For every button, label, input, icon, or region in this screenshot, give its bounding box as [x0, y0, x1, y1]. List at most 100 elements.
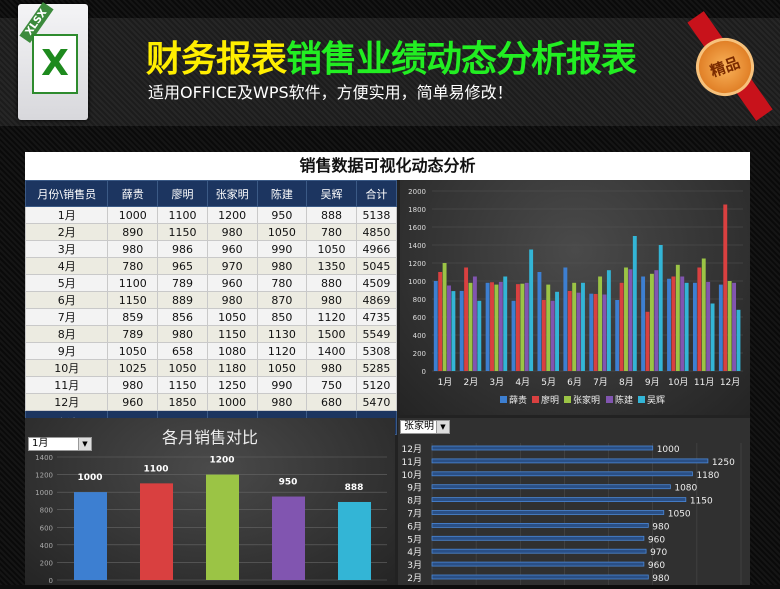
table-cell[interactable]: 850 [256, 308, 308, 326]
y-tick-label: 2000 [408, 188, 426, 196]
table-cell[interactable]: 980 [306, 291, 357, 309]
table-cell[interactable]: 1250 [206, 376, 258, 394]
table-cell[interactable]: 680 [306, 393, 357, 411]
table-cell[interactable]: 960 [107, 393, 159, 411]
table-cell[interactable]: 970 [206, 257, 258, 275]
y-tick-label: 5月 [407, 534, 422, 545]
table-cell[interactable]: 870 [256, 291, 308, 309]
table-cell[interactable]: 789 [157, 274, 208, 292]
table-cell[interactable]: 750 [306, 376, 357, 394]
table-cell[interactable]: 9月 [24, 342, 109, 360]
y-tick-label: 1400 [35, 454, 53, 462]
table-cell[interactable]: 11月 [24, 376, 109, 394]
table-cell[interactable]: 856 [157, 308, 208, 326]
table-cell[interactable]: 10月 [24, 359, 109, 377]
table-cell[interactable]: 1050 [157, 359, 208, 377]
table-cell[interactable]: 889 [157, 291, 208, 309]
table-cell[interactable]: 4850 [355, 223, 398, 241]
table-cell[interactable]: 4966 [355, 240, 398, 258]
table-cell[interactable]: 1180 [206, 359, 258, 377]
table-cell[interactable]: 1050 [107, 342, 159, 360]
table-cell[interactable]: 1120 [256, 342, 308, 360]
table-cell[interactable]: 1350 [306, 257, 357, 275]
table-cell[interactable]: 1400 [306, 342, 357, 360]
table-cell[interactable]: 5120 [355, 376, 398, 394]
month-select[interactable]: 1月 ▼ [28, 437, 92, 451]
table-cell[interactable]: 1150 [107, 291, 159, 309]
table-cell[interactable]: 780 [306, 223, 357, 241]
table-cell[interactable]: 4869 [355, 291, 398, 309]
table-cell[interactable]: 980 [157, 325, 208, 343]
table-cell[interactable]: 1150 [157, 376, 208, 394]
y-tick-label: 400 [413, 332, 426, 340]
table-cell[interactable]: 1150 [157, 223, 208, 241]
bar-廖明-1月 [438, 272, 443, 371]
table-cell[interactable]: 980 [206, 223, 258, 241]
table-cell[interactable]: 5285 [355, 359, 398, 377]
table-cell[interactable]: 6月 [24, 291, 109, 309]
table-cell[interactable]: 1050 [206, 308, 258, 326]
table-cell[interactable]: 960 [206, 274, 258, 292]
table-cell[interactable]: 5045 [355, 257, 398, 275]
table-cell[interactable]: 5月 [24, 274, 109, 292]
column-header: 合计 [355, 180, 398, 207]
table-cell[interactable]: 986 [157, 240, 208, 258]
table-cell[interactable]: 980 [306, 359, 357, 377]
table-cell[interactable]: 1000 [107, 206, 159, 224]
table-cell[interactable]: 1500 [306, 325, 357, 343]
table-cell[interactable]: 1850 [157, 393, 208, 411]
table-cell[interactable]: 1130 [256, 325, 308, 343]
table-cell[interactable]: 5549 [355, 325, 398, 343]
dropdown-arrow-icon[interactable]: ▼ [436, 421, 449, 433]
table-cell[interactable]: 1080 [206, 342, 258, 360]
table-cell[interactable]: 789 [107, 325, 159, 343]
table-cell[interactable]: 780 [256, 274, 308, 292]
table-cell[interactable]: 980 [107, 240, 159, 258]
table-cell[interactable]: 880 [306, 274, 357, 292]
salesperson-select[interactable]: 张家明 ▼ [400, 420, 450, 434]
table-cell[interactable]: 1200 [206, 206, 258, 224]
table-cell[interactable]: 1050 [306, 240, 357, 258]
table-row: 9月 1050 658 1080 1120 1400 5308 [24, 342, 398, 360]
table-cell[interactable]: 8月 [24, 325, 109, 343]
table-cell[interactable]: 950 [256, 206, 308, 224]
table-cell[interactable]: 980 [206, 291, 258, 309]
column-header: 月份\销售员 [24, 180, 109, 207]
table-cell[interactable]: 1025 [107, 359, 159, 377]
table-cell[interactable]: 780 [107, 257, 159, 275]
table-cell[interactable]: 1120 [306, 308, 357, 326]
table-cell[interactable]: 1月 [24, 206, 109, 224]
table-cell[interactable]: 980 [256, 257, 308, 275]
table-cell[interactable]: 5470 [355, 393, 398, 411]
table-cell[interactable]: 1100 [157, 206, 208, 224]
table-cell[interactable]: 3月 [24, 240, 109, 258]
y-tick-label: 0 [422, 368, 426, 376]
table-cell[interactable]: 960 [206, 240, 258, 258]
table-cell[interactable]: 4735 [355, 308, 398, 326]
table-cell[interactable]: 965 [157, 257, 208, 275]
table-cell[interactable]: 1000 [206, 393, 258, 411]
table-cell[interactable]: 4509 [355, 274, 398, 292]
table-cell[interactable]: 890 [107, 223, 159, 241]
table-cell[interactable]: 4月 [24, 257, 109, 275]
table-cell[interactable]: 5308 [355, 342, 398, 360]
table-cell[interactable]: 1150 [206, 325, 258, 343]
table-cell[interactable]: 888 [306, 206, 357, 224]
table-cell[interactable]: 1100 [107, 274, 159, 292]
table-cell[interactable]: 1050 [256, 223, 308, 241]
table-cell[interactable]: 990 [256, 376, 308, 394]
table-cell[interactable]: 12月 [24, 393, 109, 411]
bar-陈建-12月 [732, 282, 737, 371]
table-cell[interactable]: 1050 [256, 359, 308, 377]
bar-张家明-12月 [727, 281, 732, 371]
table-cell[interactable]: 990 [256, 240, 308, 258]
bar-陈建-7月 [602, 294, 607, 371]
table-cell[interactable]: 5138 [355, 206, 398, 224]
table-cell[interactable]: 980 [107, 376, 159, 394]
table-cell[interactable]: 2月 [24, 223, 109, 241]
dropdown-arrow-icon[interactable]: ▼ [78, 438, 91, 450]
table-cell[interactable]: 859 [107, 308, 159, 326]
table-cell[interactable]: 980 [256, 393, 308, 411]
table-cell[interactable]: 7月 [24, 308, 109, 326]
table-cell[interactable]: 658 [157, 342, 208, 360]
